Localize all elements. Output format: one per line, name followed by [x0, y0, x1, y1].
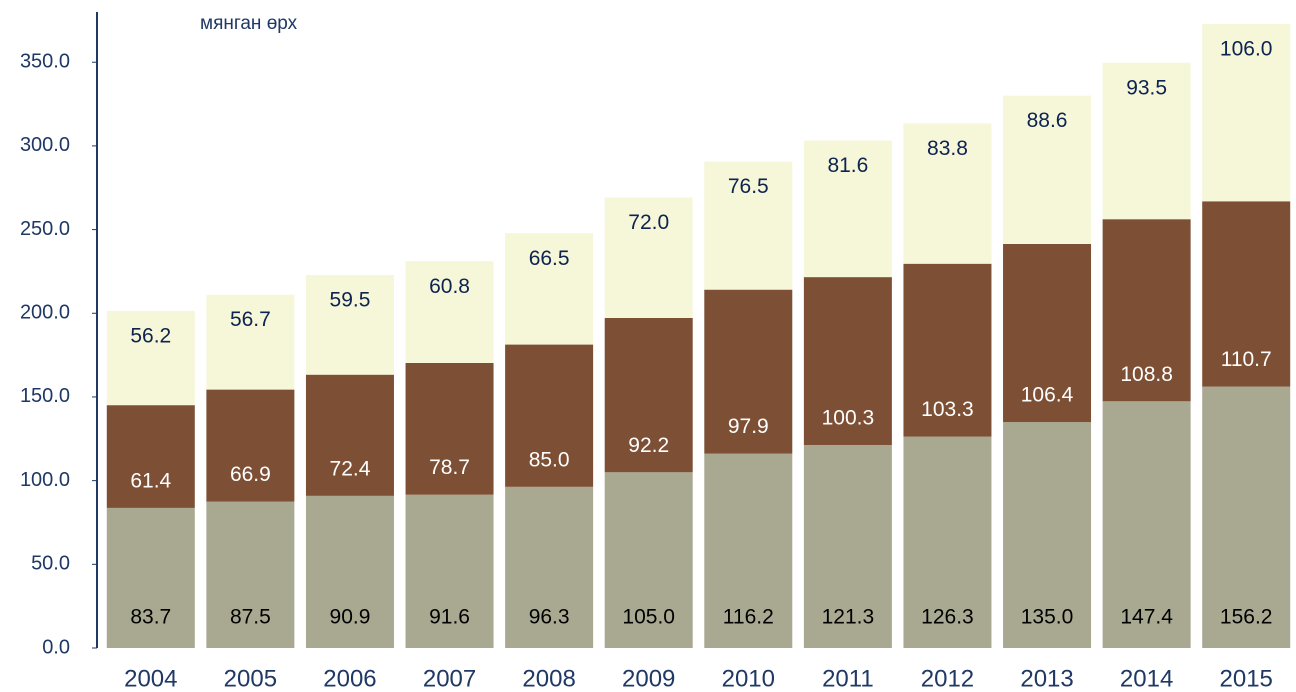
bar-segment: [604, 317, 693, 473]
x-tick-label: 2004: [124, 665, 177, 692]
value-label: 81.6: [827, 154, 868, 177]
bar-segment: [903, 436, 992, 648]
value-label: 83.8: [927, 137, 968, 160]
value-label: 78.7: [429, 456, 470, 479]
value-label: 56.7: [230, 308, 271, 331]
bar-segment: [305, 275, 394, 375]
y-tick-label: 300.0: [20, 134, 70, 156]
bar-segment: [505, 344, 594, 487]
bar-segment: [106, 507, 195, 648]
bar-segment: [1202, 201, 1291, 387]
y-tick-label: 250.0: [20, 218, 70, 240]
value-label: 108.8: [1120, 363, 1173, 386]
bar-segment: [1003, 243, 1092, 423]
value-label: 72.4: [330, 457, 371, 480]
x-tick-label: 2005: [224, 665, 277, 692]
y-tick-label: 100.0: [20, 469, 70, 491]
value-label: 100.3: [822, 407, 875, 430]
value-label: 147.4: [1120, 606, 1173, 629]
bar-segment: [305, 374, 394, 496]
bar-segment: [704, 453, 793, 648]
bar-segment: [206, 294, 295, 390]
x-tick-label: 2009: [622, 665, 675, 692]
value-label: 121.3: [822, 606, 875, 629]
value-label: 76.5: [728, 175, 769, 198]
bar-segment: [903, 123, 992, 264]
bar-segment: [1003, 95, 1092, 244]
value-label: 88.6: [1027, 109, 1068, 132]
bar-segment: [1202, 386, 1291, 648]
bar-segment: [803, 444, 892, 648]
bar-segment: [405, 261, 494, 363]
value-label: 97.9: [728, 415, 769, 438]
value-label: 83.7: [130, 606, 171, 629]
value-label: 91.6: [429, 606, 470, 629]
bar-segment: [206, 389, 295, 502]
bar-segment: [405, 494, 494, 648]
value-label: 135.0: [1021, 606, 1074, 629]
bar-segment: [1202, 23, 1291, 202]
bar-segment: [206, 501, 295, 648]
value-label: 66.5: [529, 247, 570, 270]
value-label: 106.4: [1021, 384, 1074, 407]
x-tick-label: 2013: [1020, 665, 1073, 692]
bar-segment: [1102, 401, 1191, 648]
value-label: 103.3: [921, 398, 974, 421]
bar-segment: [1102, 62, 1191, 220]
x-tick-label: 2007: [423, 665, 476, 692]
bar-segment: [106, 405, 195, 508]
bar-segment: [505, 233, 594, 345]
value-label: 90.9: [330, 606, 371, 629]
value-label: 59.5: [330, 289, 371, 312]
x-tick-label: 2010: [722, 665, 775, 692]
bar-segment: [604, 197, 693, 318]
bar-segment: [704, 161, 793, 290]
value-label: 66.9: [230, 463, 271, 486]
x-tick-label: 2006: [323, 665, 376, 692]
bar-segment: [1003, 422, 1092, 648]
y-tick-label: 0.0: [42, 636, 70, 658]
value-label: 105.0: [622, 606, 675, 629]
value-label: 93.5: [1126, 76, 1167, 99]
value-label: 87.5: [230, 606, 271, 629]
value-label: 60.8: [429, 275, 470, 298]
bar-segment: [604, 472, 693, 648]
value-label: 126.3: [921, 606, 974, 629]
bar-segment: [803, 140, 892, 278]
value-label: 110.7: [1221, 348, 1272, 371]
value-label: 106.0: [1220, 37, 1273, 60]
y-tick-label: 50.0: [31, 553, 70, 575]
bar-segment: [803, 277, 892, 445]
value-label: 116.2: [723, 606, 774, 629]
bar-segment: [305, 495, 394, 648]
value-label: 85.0: [529, 448, 570, 471]
value-label: 156.2: [1220, 606, 1273, 629]
value-label: 96.3: [529, 606, 570, 629]
x-tick-label: 2014: [1120, 665, 1173, 692]
x-tick-label: 2008: [522, 665, 575, 692]
bar-segment: [1102, 219, 1191, 402]
bar-segment: [106, 311, 195, 406]
value-label: 92.2: [628, 434, 669, 457]
bar-segment: [903, 263, 992, 437]
value-label: 72.0: [628, 211, 669, 234]
x-tick-label: 2015: [1220, 665, 1273, 692]
y-tick-label: 150.0: [20, 385, 70, 407]
y-tick-label: 200.0: [20, 302, 70, 324]
bar-segment: [405, 362, 494, 495]
bar-segment: [505, 486, 594, 648]
y-tick-label: 350.0: [20, 50, 70, 72]
axis-label: мянган өрх: [200, 13, 298, 34]
x-tick-label: 2011: [822, 665, 874, 692]
x-tick-label: 2012: [921, 665, 974, 692]
value-label: 56.2: [130, 325, 171, 348]
value-label: 61.4: [130, 469, 171, 492]
bar-segment: [704, 289, 793, 454]
